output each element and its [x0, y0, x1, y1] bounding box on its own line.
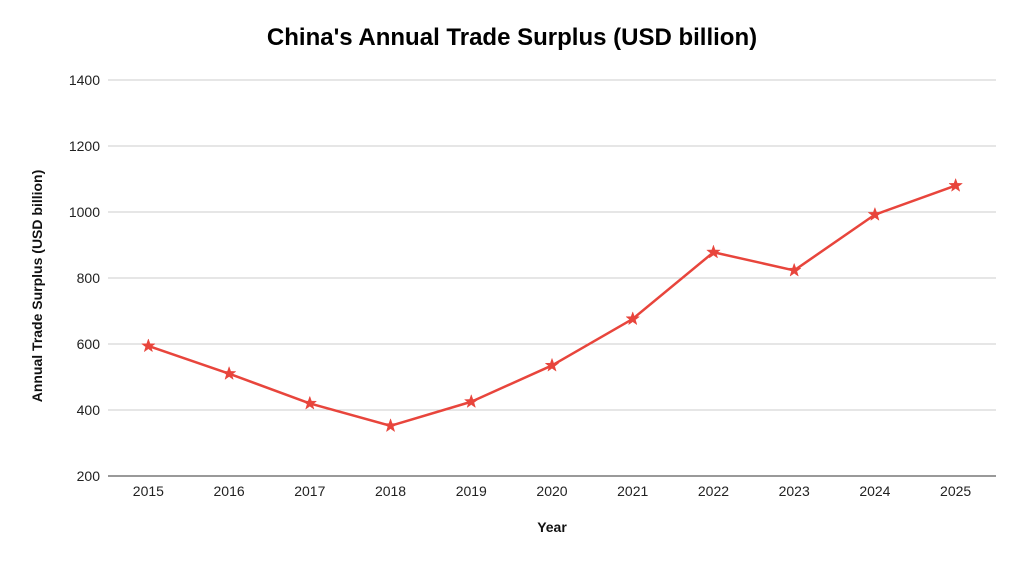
data-point-star: [625, 311, 641, 326]
x-tick-label: 2020: [536, 483, 567, 499]
x-tick-label: 2017: [294, 483, 325, 499]
data-point-star: [463, 393, 479, 409]
x-tick-label: 2015: [133, 483, 164, 499]
x-tick-label: 2025: [940, 483, 971, 499]
chart-title: China's Annual Trade Surplus (USD billio…: [266, 24, 758, 51]
data-point-star: [221, 365, 237, 380]
x-axis-label: Year: [537, 519, 567, 535]
x-tick-label: 2021: [617, 483, 648, 499]
x-tick-label: 2023: [779, 483, 810, 499]
y-tick-label: 600: [77, 336, 101, 352]
x-tick-label: 2018: [375, 483, 406, 499]
y-axis-label: Annual Trade Surplus (USD billion): [29, 169, 45, 403]
y-tick-label: 200: [77, 468, 101, 484]
x-tick-label: 2016: [214, 483, 245, 499]
data-point-star: [867, 206, 883, 221]
y-tick-label: 1200: [69, 138, 100, 154]
data-point-star: [302, 395, 318, 410]
data-point-star: [383, 418, 398, 433]
y-tick-label: 1000: [69, 204, 100, 220]
data-point-star: [544, 357, 560, 372]
data-point-star: [948, 177, 964, 192]
x-tick-label: 2024: [859, 483, 890, 499]
x-tick-label: 2022: [698, 483, 729, 499]
y-tick-label: 800: [77, 270, 101, 286]
data-point-star: [786, 262, 802, 277]
data-point-star: [706, 244, 721, 259]
x-tick-label: 2019: [456, 483, 487, 499]
series-line: [147, 184, 957, 428]
y-tick-label: 1400: [69, 72, 100, 88]
data-point-star: [140, 338, 156, 353]
y-tick-label: 400: [77, 402, 101, 418]
